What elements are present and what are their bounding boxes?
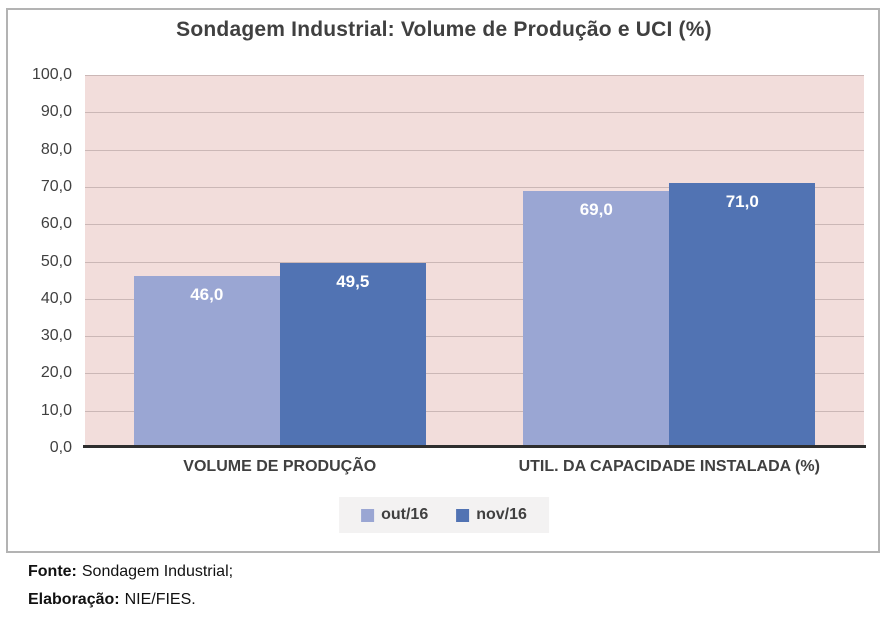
gridline [85, 224, 864, 226]
y-tick-label: 70,0 [40, 177, 72, 195]
legend: out/16 nov/16 [339, 497, 549, 533]
chart-title: Sondagem Industrial: Volume de Produção … [176, 18, 712, 41]
y-tick-label: 10,0 [40, 401, 72, 419]
gridline [85, 298, 864, 300]
footer-source-label: Fonte: [28, 563, 77, 580]
bar-nov-16-cat0: 49,5 [279, 263, 426, 448]
y-tick-label: 90,0 [40, 103, 72, 121]
y-tick-label: 30,0 [40, 327, 72, 345]
plot-area: 46,0 69,0 49,5 71,0 [85, 75, 864, 448]
gridline [85, 410, 864, 412]
x-axis-line [83, 445, 866, 448]
bar-value-label: 49,5 [336, 272, 370, 292]
bar-out-16-cat1: 69,0 [523, 190, 670, 448]
legend-item-out-16: out/16 [361, 506, 428, 524]
legend-swatch [361, 508, 375, 522]
legend-label: out/16 [381, 506, 429, 523]
footer-elaboration-text: NIE/FIES. [124, 591, 196, 608]
y-tick-label: 100,0 [31, 66, 72, 83]
bar-out-16-cat0: 46,0 [133, 276, 280, 448]
bar-value-label: 46,0 [190, 285, 224, 305]
footer-source-line: Fonte: Sondagem Industrial; [28, 558, 233, 586]
legend-label: nov/16 [476, 506, 527, 523]
gridline [85, 261, 864, 263]
footer-source-text: Sondagem Industrial; [81, 563, 234, 580]
gridline [85, 112, 864, 114]
legend-item-nov-16: nov/16 [456, 506, 527, 524]
gridline [85, 336, 864, 338]
y-tick-label: 20,0 [40, 364, 72, 382]
y-tick-label: 80,0 [40, 140, 72, 158]
legend-swatch [456, 508, 470, 522]
x-axis-labels: VOLUME DE PRODUÇÃO UTIL. DA CAPACIDADE IN… [85, 458, 864, 476]
gridline [85, 186, 864, 188]
gridline [85, 149, 864, 151]
gridline [85, 75, 864, 76]
category-label: VOLUME DE PRODUÇÃO [183, 458, 377, 475]
bar-value-label: 69,0 [579, 199, 613, 219]
y-tick-label: 60,0 [40, 215, 72, 233]
bar-nov-16-cat1: 71,0 [669, 183, 816, 448]
y-tick-label: 50,0 [40, 252, 72, 270]
bar-value-label: 71,0 [725, 192, 759, 212]
gridline [85, 373, 864, 375]
footer-elaboration-line: Elaboração: NIE/FIES. [28, 586, 233, 614]
category-label: UTIL. DA CAPACIDADE INSTALADA (%) [518, 458, 820, 475]
y-tick-label: 0,0 [49, 439, 72, 456]
footer: Fonte: Sondagem Industrial; Elaboração: NI… [28, 558, 233, 614]
footer-elaboration-label: Elaboração: [28, 591, 120, 608]
y-tick-label: 40,0 [40, 289, 72, 307]
